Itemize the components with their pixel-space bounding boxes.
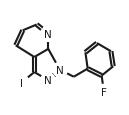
Text: I: I [20,78,23,88]
Text: N: N [56,65,64,75]
Text: F: F [101,87,107,97]
Text: N: N [44,30,52,39]
Text: N: N [44,76,52,85]
